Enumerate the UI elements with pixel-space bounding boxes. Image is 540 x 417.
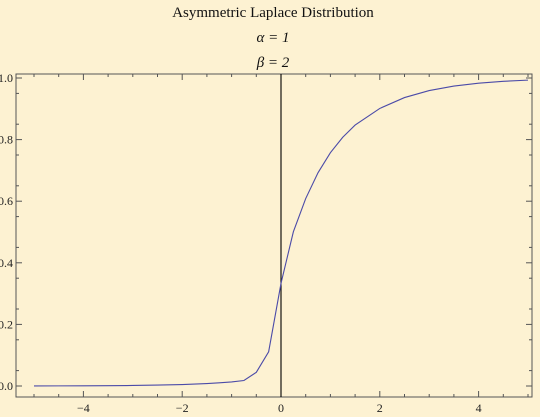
beta-label: β = 2	[256, 55, 290, 71]
plot-area: 0.0 0.2 0.4 0.6 0.8 1.0 −4 −2 0 2 4	[0, 71, 533, 415]
y-tick-label: 0.6	[0, 194, 13, 208]
x-tick-label: −2	[176, 401, 189, 415]
x-tick-label: 4	[476, 401, 482, 415]
x-tick-label: 2	[377, 401, 383, 415]
y-tick-label: 0.0	[0, 379, 13, 393]
plot-frame	[15, 73, 533, 398]
y-tick-label: 0.8	[0, 133, 13, 147]
y-tick-label: 1.0	[0, 71, 13, 85]
x-tick-label: −4	[77, 401, 90, 415]
x-tick-label: 0	[278, 401, 284, 415]
chart-title: Asymmetric Laplace Distribution	[172, 5, 374, 21]
alpha-label: α = 1	[257, 30, 290, 46]
cdf-curve	[33, 79, 529, 387]
y-tick-label: 0.2	[0, 317, 13, 331]
y-tick-label: 0.4	[0, 256, 13, 270]
